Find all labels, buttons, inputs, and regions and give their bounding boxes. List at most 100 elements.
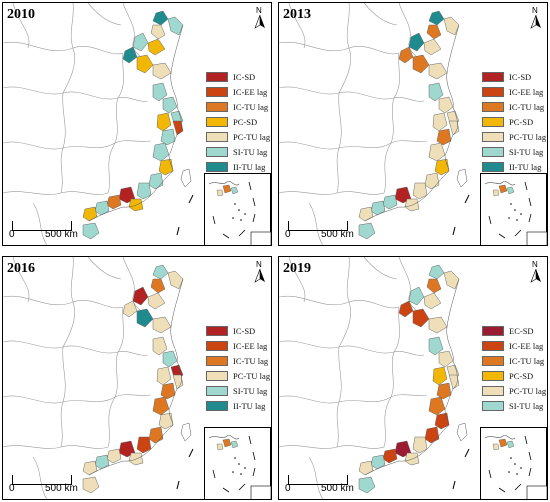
map-region bbox=[448, 120, 460, 136]
map-region bbox=[428, 10, 445, 26]
legend-item: IC-SD bbox=[206, 69, 270, 84]
scale-zero-label: 0 bbox=[285, 483, 291, 494]
north-arrow-icon bbox=[254, 15, 265, 29]
map-region bbox=[152, 82, 168, 102]
map-region bbox=[136, 54, 154, 74]
map-region bbox=[136, 436, 152, 454]
island-dash bbox=[464, 194, 470, 204]
map-region bbox=[412, 436, 428, 454]
north-arrow: N bbox=[253, 260, 267, 283]
north-arrow-icon bbox=[254, 269, 265, 283]
scale-bar-line bbox=[288, 475, 348, 485]
legend-swatch bbox=[206, 101, 228, 112]
legend-swatch bbox=[482, 131, 504, 142]
legend-label: II-TU lag bbox=[509, 161, 542, 172]
map-region bbox=[122, 46, 138, 64]
legend-item: PC-TU lag bbox=[482, 129, 546, 144]
legend-item: IC-SD bbox=[482, 69, 546, 84]
north-arrow-label: N bbox=[256, 6, 262, 15]
map-region bbox=[132, 286, 149, 306]
north-arrow-label: N bbox=[532, 6, 538, 15]
legend-item: II-TU lag bbox=[206, 398, 270, 413]
legend-label: PC-SD bbox=[509, 370, 534, 381]
legend-item: SI-TU lag bbox=[482, 144, 546, 159]
map-region bbox=[438, 96, 454, 114]
legend-label: IC-EE lag bbox=[509, 86, 544, 97]
legend-swatch bbox=[482, 71, 504, 82]
map-region bbox=[448, 374, 460, 390]
legend-swatch bbox=[482, 340, 504, 351]
legend-item: IC-EE lag bbox=[482, 338, 546, 353]
map-region bbox=[434, 412, 450, 430]
map-region bbox=[358, 476, 376, 494]
map-region bbox=[358, 222, 376, 240]
legend-swatch bbox=[206, 370, 228, 381]
legend-swatch bbox=[206, 161, 228, 172]
taiwan-island bbox=[180, 422, 192, 442]
legend-item: IC-TU lag bbox=[482, 353, 546, 368]
map-region bbox=[428, 82, 444, 102]
scale-bar-line bbox=[12, 475, 72, 485]
map-region bbox=[147, 38, 166, 56]
legend-swatch bbox=[206, 355, 228, 366]
province-boundaries bbox=[3, 3, 152, 245]
legend-label: SI-TU lag bbox=[233, 385, 268, 396]
coastline bbox=[88, 278, 184, 476]
legend-label: IC-TU lag bbox=[509, 101, 545, 112]
scale-distance-label: 500 km bbox=[321, 483, 354, 494]
scale-bar-line bbox=[288, 221, 348, 231]
map-region bbox=[424, 172, 440, 190]
legend-swatch bbox=[482, 385, 504, 396]
map-region bbox=[443, 16, 460, 36]
map-region bbox=[152, 10, 169, 26]
map-region bbox=[158, 158, 174, 176]
legend-label: PC-SD bbox=[233, 116, 258, 127]
map-region bbox=[167, 16, 184, 36]
map-region bbox=[152, 142, 170, 162]
legend-label: IC-SD bbox=[233, 71, 256, 82]
legend-label: IC-TU lag bbox=[233, 355, 269, 366]
legend-label: IC-TU lag bbox=[509, 355, 545, 366]
map-region bbox=[172, 120, 184, 136]
legend-swatch bbox=[206, 325, 228, 336]
legend-label: SI-TU lag bbox=[233, 146, 268, 157]
map-region bbox=[412, 182, 428, 200]
legend-label: IC-SD bbox=[233, 325, 256, 336]
map-region bbox=[160, 382, 176, 400]
legend-swatch bbox=[206, 71, 228, 82]
legend-label: IC-EE lag bbox=[233, 86, 268, 97]
legend-item: PC-TU lag bbox=[482, 383, 546, 398]
taiwan-island bbox=[180, 168, 192, 188]
map-region bbox=[432, 366, 448, 386]
legend-swatch bbox=[482, 161, 504, 172]
legend-item: SI-TU lag bbox=[482, 398, 546, 413]
legend-label: IC-EE lag bbox=[509, 340, 544, 351]
map-region bbox=[423, 38, 442, 56]
legend-item: II-TU lag bbox=[482, 159, 546, 174]
inset-map bbox=[484, 435, 547, 499]
legend-item: IC-EE lag bbox=[482, 84, 546, 99]
taiwan-island bbox=[456, 168, 468, 188]
north-arrow-label: N bbox=[532, 260, 538, 269]
map-panel-2010: 2010 N IC-SD IC-EE lag IC-TU lag PC-SD PC-TU… bbox=[2, 2, 272, 246]
map-legend: EC-SD IC-EE lag IC-TU lag PC-SD PC-TU lag SI-… bbox=[482, 323, 546, 413]
map-panel-2013: 2013 N IC-SD IC-EE lag IC-TU lag PC-SD PC-TU… bbox=[278, 2, 548, 246]
map-region bbox=[428, 62, 448, 80]
coastal-china-map bbox=[279, 257, 470, 499]
map-region bbox=[382, 194, 398, 210]
map-legend: IC-SD IC-EE lag IC-TU lag PC-TU lag SI-TU la… bbox=[206, 323, 270, 413]
island-dash bbox=[188, 448, 194, 458]
map-region bbox=[436, 128, 452, 146]
scale-bar: 0 500 km bbox=[9, 221, 89, 245]
map-region bbox=[428, 142, 446, 162]
legend-label: SI-TU lag bbox=[509, 146, 544, 157]
map-region bbox=[408, 32, 425, 52]
map-region bbox=[426, 278, 442, 294]
map-region bbox=[398, 300, 414, 318]
legend-swatch bbox=[206, 146, 228, 157]
south-china-sea-inset bbox=[204, 427, 271, 499]
legend-item: IC-TU lag bbox=[206, 99, 270, 114]
legend-swatch bbox=[482, 116, 504, 127]
north-arrow: N bbox=[529, 260, 543, 283]
